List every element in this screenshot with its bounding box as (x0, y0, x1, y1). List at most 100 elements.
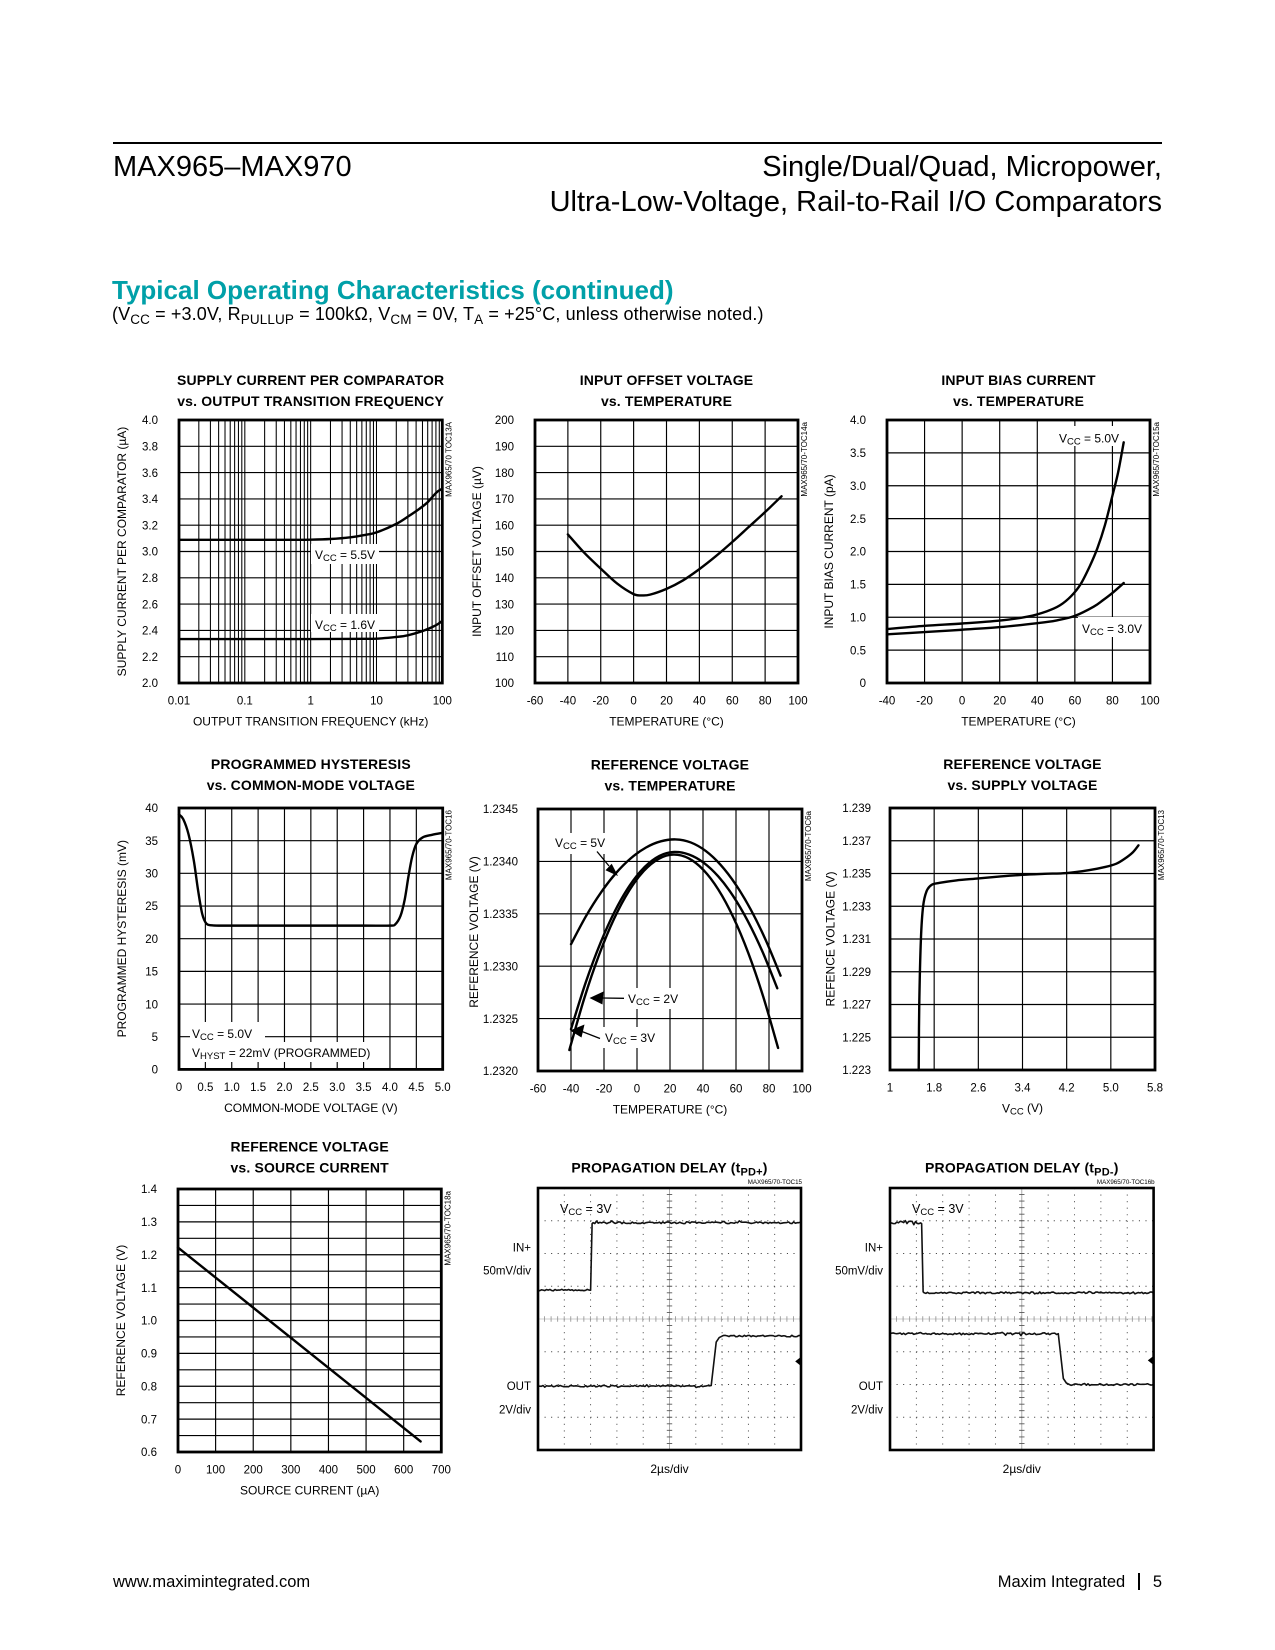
svg-text:60: 60 (730, 1084, 743, 1096)
svg-text:30: 30 (145, 869, 158, 881)
svg-text:110: 110 (496, 652, 514, 664)
svg-text:4.0: 4.0 (382, 1082, 398, 1094)
svg-text:4.2: 4.2 (1059, 1083, 1075, 1095)
svg-text:1.2325: 1.2325 (483, 1014, 518, 1026)
svg-text:25: 25 (145, 901, 158, 913)
svg-text:2V/div: 2V/div (499, 1405, 531, 1417)
svg-text:-40: -40 (879, 696, 896, 708)
svg-text:150: 150 (495, 547, 514, 559)
svg-text:5.0: 5.0 (435, 1082, 451, 1094)
svg-text:400: 400 (319, 1465, 338, 1477)
svg-text:0.9: 0.9 (141, 1349, 157, 1361)
svg-text:1.0: 1.0 (224, 1082, 240, 1094)
svg-text:SUPPLY CURRENT PER COMPARATOR: SUPPLY CURRENT PER COMPARATOR (177, 372, 444, 388)
svg-text:60: 60 (726, 696, 739, 708)
svg-text:MAX965/70-TOC16: MAX965/70-TOC16 (445, 809, 454, 880)
svg-text:20: 20 (660, 696, 673, 708)
svg-text:600: 600 (394, 1465, 413, 1477)
svg-text:vs. SUPPLY VOLTAGE: vs. SUPPLY VOLTAGE (947, 777, 1097, 793)
svg-text:0: 0 (175, 1465, 181, 1477)
svg-text:OUTPUT TRANSITION FREQUENCY (k: OUTPUT TRANSITION FREQUENCY (kHz) (193, 715, 428, 729)
svg-text:INPUT BIAS CURRENT (pA): INPUT BIAS CURRENT (pA) (822, 474, 836, 628)
svg-text:1.0: 1.0 (850, 612, 866, 624)
svg-text:3.0: 3.0 (329, 1082, 345, 1094)
svg-text:40: 40 (1031, 696, 1044, 708)
svg-text:SUPPLY CURRENT PER COMPARATOR: SUPPLY CURRENT PER COMPARATOR (µA) (115, 427, 129, 677)
svg-text:80: 80 (763, 1084, 776, 1096)
svg-text:2.6: 2.6 (970, 1083, 986, 1095)
svg-text:-20: -20 (592, 696, 609, 708)
svg-text:1.2: 1.2 (141, 1250, 157, 1262)
svg-text:VCC = 2V: VCC = 2V (628, 992, 678, 1008)
svg-text:3.6: 3.6 (142, 468, 158, 480)
svg-text:1: 1 (307, 696, 313, 708)
svg-text:2.6: 2.6 (142, 599, 158, 611)
svg-text:1.8: 1.8 (926, 1083, 942, 1095)
svg-text:40: 40 (693, 696, 706, 708)
svg-text:1.225: 1.225 (842, 1032, 871, 1044)
svg-text:0: 0 (630, 696, 636, 708)
svg-text:50mV/div: 50mV/div (835, 1265, 883, 1277)
svg-text:3.2: 3.2 (142, 520, 158, 532)
svg-text:20: 20 (145, 934, 158, 946)
svg-text:100: 100 (788, 696, 807, 708)
svg-text:OUT: OUT (859, 1381, 883, 1393)
svg-text:100: 100 (206, 1465, 225, 1477)
svg-text:MAX965/70-TOC15: MAX965/70-TOC15 (748, 1179, 803, 1186)
svg-text:INPUT OFFSET VOLTAGE (µV): INPUT OFFSET VOLTAGE (µV) (470, 466, 484, 637)
svg-text:1.5: 1.5 (250, 1082, 266, 1094)
svg-text:160: 160 (495, 520, 514, 532)
svg-text:2µs/div: 2µs/div (1003, 1462, 1041, 1476)
svg-text:4.5: 4.5 (408, 1082, 424, 1094)
svg-text:INPUT BIAS CURRENT: INPUT BIAS CURRENT (941, 372, 1096, 388)
svg-text:2.4: 2.4 (142, 626, 159, 638)
svg-text:15: 15 (145, 967, 158, 979)
svg-text:MAX965/70-TOC13: MAX965/70-TOC13 (1157, 809, 1166, 880)
svg-text:100: 100 (433, 696, 452, 708)
svg-text:1.229: 1.229 (842, 967, 871, 979)
svg-text:SOURCE CURRENT (µA): SOURCE CURRENT (µA) (240, 1483, 379, 1497)
svg-text:TEMPERATURE (°C): TEMPERATURE (°C) (609, 715, 724, 729)
svg-text:200: 200 (244, 1465, 263, 1477)
svg-text:3.5: 3.5 (850, 448, 866, 460)
svg-text:1.4: 1.4 (141, 1184, 158, 1196)
svg-text:vs. OUTPUT TRANSITION FREQUENC: vs. OUTPUT TRANSITION FREQUENCY (177, 393, 444, 409)
svg-text:MAX965/70-TOC15a: MAX965/70-TOC15a (1152, 421, 1161, 496)
svg-text:0: 0 (959, 696, 965, 708)
svg-text:3.0: 3.0 (142, 547, 158, 559)
svg-text:REFERENCE VOLTAGE (V): REFERENCE VOLTAGE (V) (114, 1245, 128, 1397)
svg-text:-40: -40 (560, 696, 577, 708)
svg-text:REFERENCE VOLTAGE (V): REFERENCE VOLTAGE (V) (467, 856, 481, 1008)
svg-text:TEMPERATURE (°C): TEMPERATURE (°C) (613, 1102, 728, 1116)
svg-text:2.5: 2.5 (303, 1082, 319, 1094)
svg-text:5: 5 (152, 1032, 158, 1044)
svg-text:1.2330: 1.2330 (483, 961, 518, 973)
svg-text:COMMON-MODE VOLTAGE (V): COMMON-MODE VOLTAGE (V) (224, 1101, 398, 1115)
svg-text:120: 120 (495, 626, 514, 638)
svg-text:130: 130 (495, 599, 514, 611)
svg-text:1.235: 1.235 (842, 869, 871, 881)
svg-text:1.2345: 1.2345 (483, 804, 518, 816)
svg-text:0: 0 (860, 678, 866, 690)
svg-text:500: 500 (356, 1465, 375, 1477)
svg-text:-20: -20 (596, 1084, 613, 1096)
svg-text:140: 140 (495, 573, 514, 585)
svg-text:vs. TEMPERATURE: vs. TEMPERATURE (601, 393, 732, 409)
svg-text:1.2335: 1.2335 (483, 909, 518, 921)
svg-text:1.233: 1.233 (842, 901, 871, 913)
svg-text:INPUT OFFSET VOLTAGE: INPUT OFFSET VOLTAGE (580, 372, 754, 388)
svg-text:700: 700 (432, 1465, 451, 1477)
svg-text:80: 80 (1106, 696, 1119, 708)
svg-text:vs. TEMPERATURE: vs. TEMPERATURE (604, 778, 735, 794)
svg-text:MAX965/70-TOC14a: MAX965/70-TOC14a (800, 421, 809, 496)
svg-text:2.8: 2.8 (142, 573, 158, 585)
svg-text:vs. COMMON-MODE VOLTAGE: vs. COMMON-MODE VOLTAGE (207, 777, 415, 793)
svg-text:-60: -60 (530, 1084, 547, 1096)
svg-text:TEMPERATURE (°C): TEMPERATURE (°C) (961, 715, 1076, 729)
svg-text:PROGRAMMED HYSTERESIS (mV): PROGRAMMED HYSTERESIS (mV) (115, 840, 129, 1037)
svg-text:MAX965/70-TOC18a: MAX965/70-TOC18a (443, 1190, 452, 1265)
svg-text:0.6: 0.6 (141, 1447, 157, 1459)
svg-text:2V/div: 2V/div (851, 1405, 883, 1417)
svg-text:100: 100 (792, 1084, 811, 1096)
svg-text:1.1: 1.1 (141, 1283, 157, 1295)
